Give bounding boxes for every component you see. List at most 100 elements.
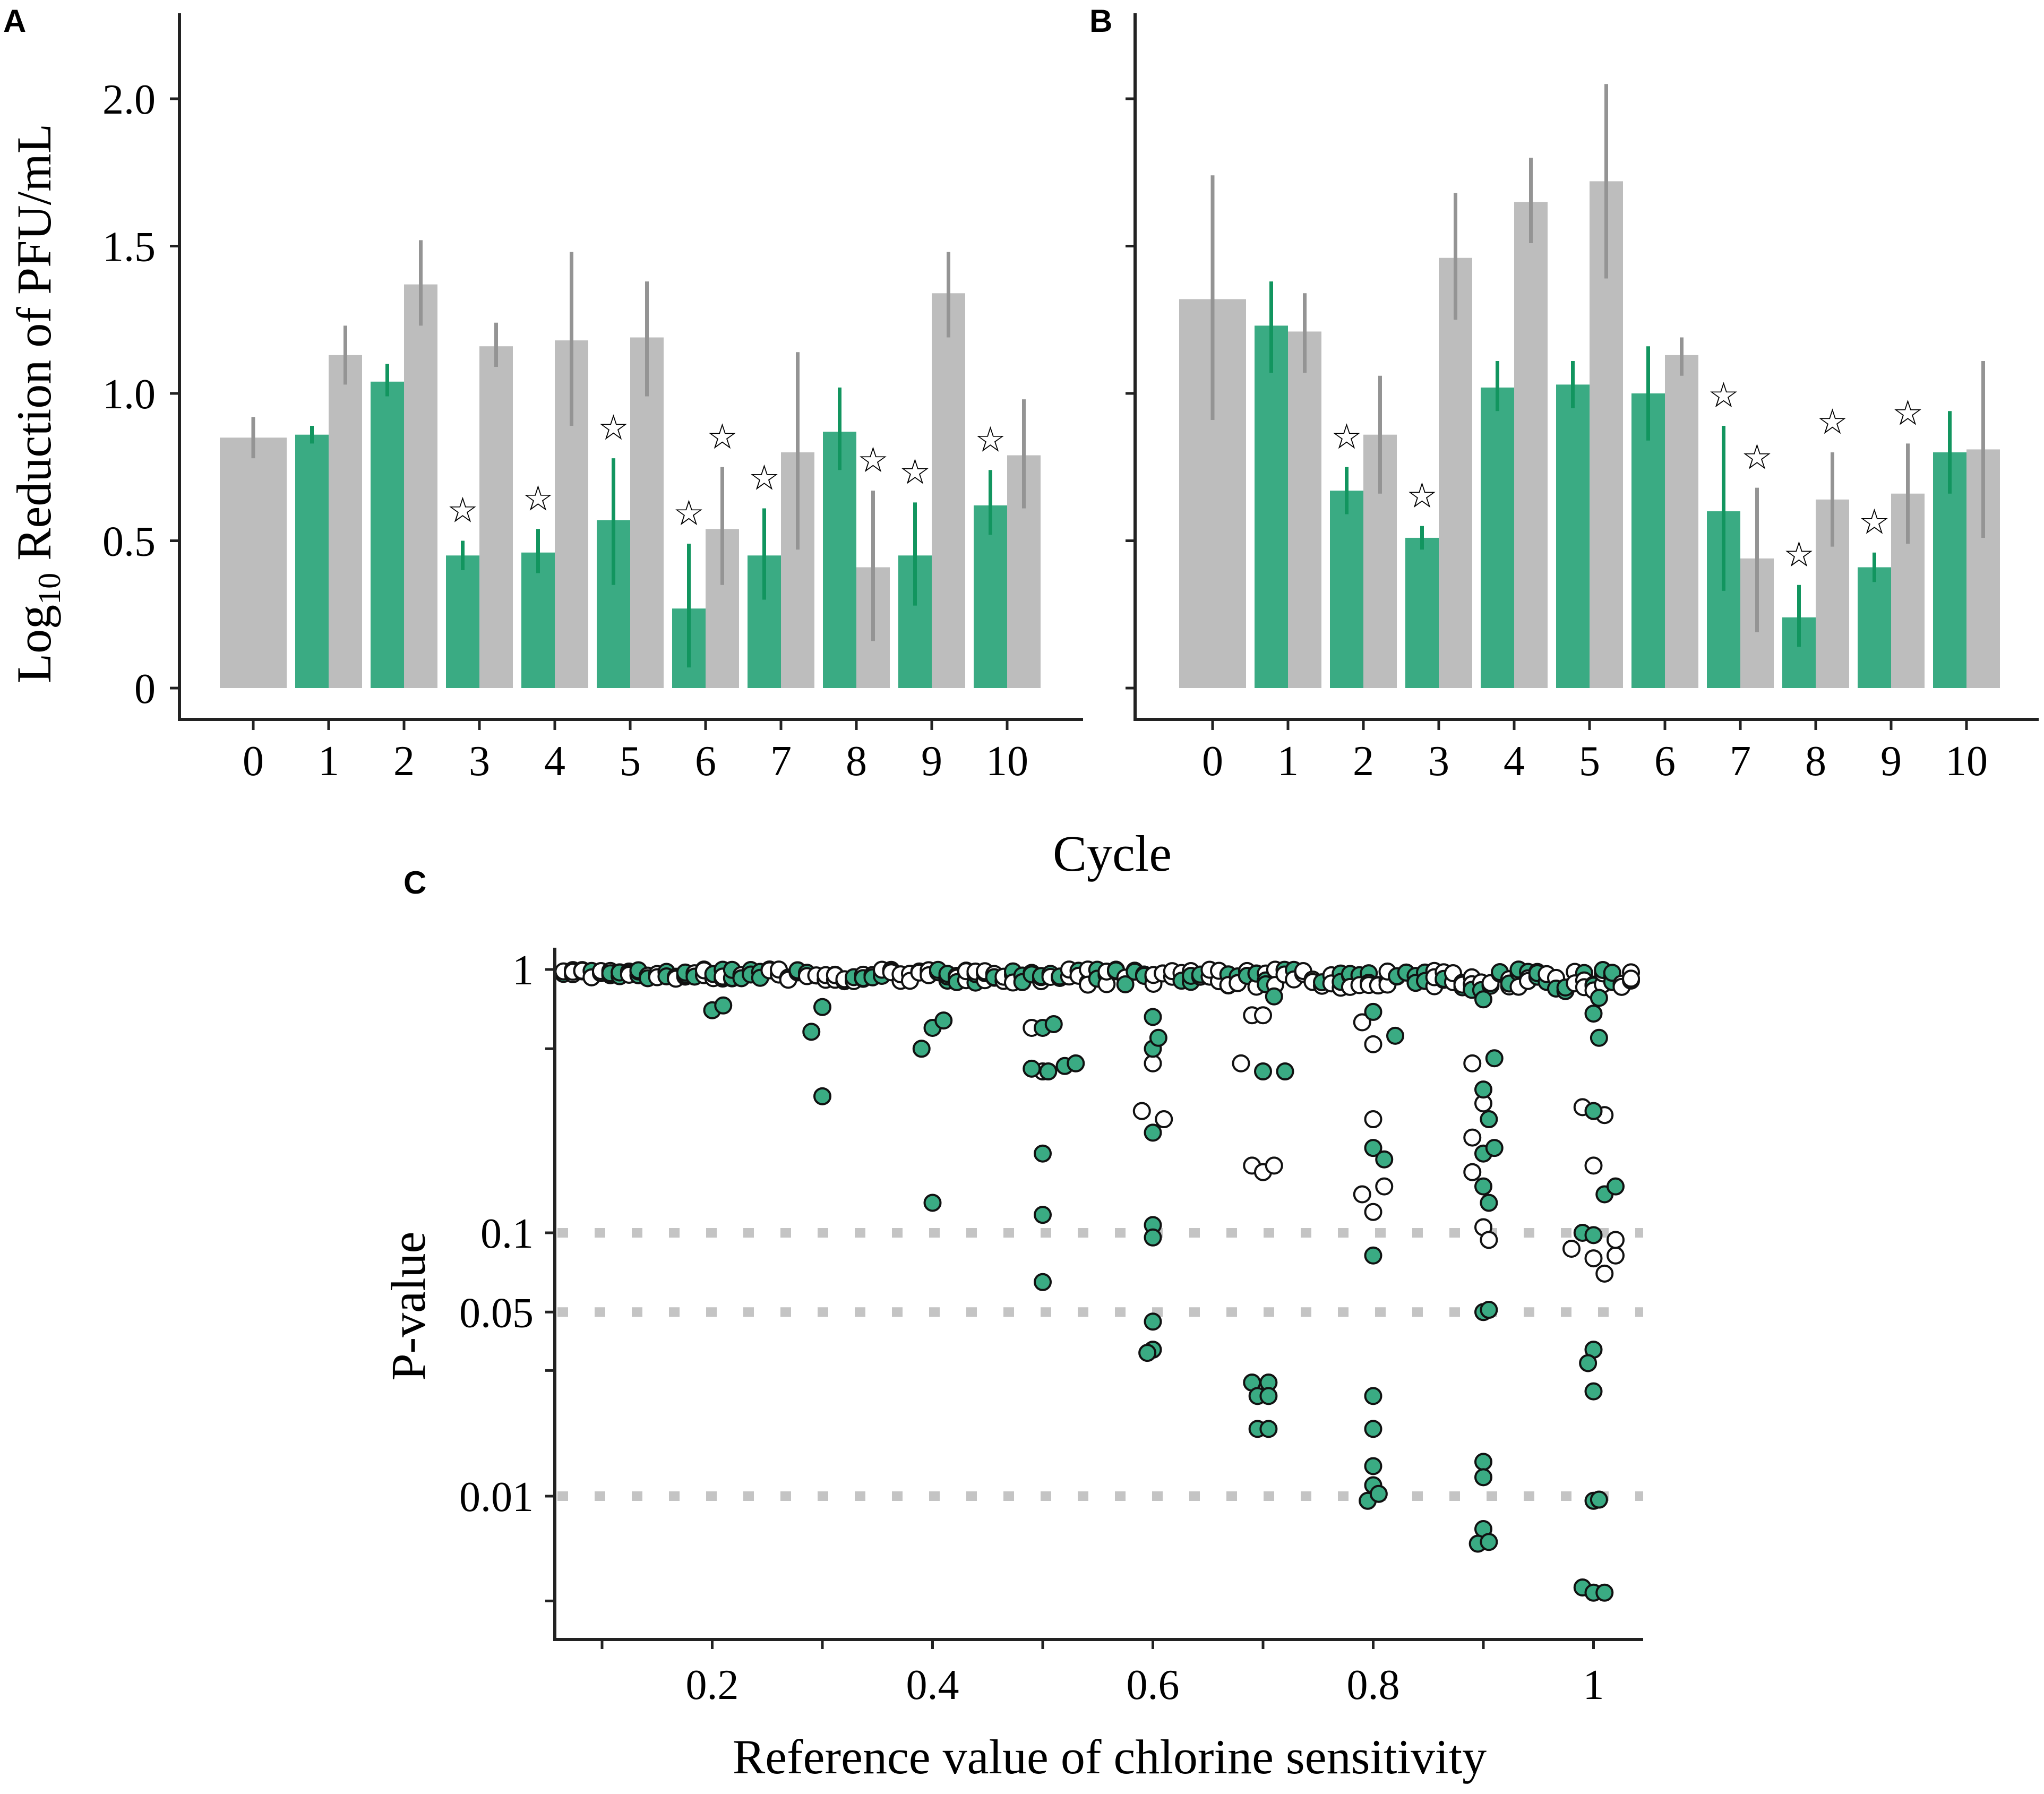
panel-label-b: B [1089, 3, 1112, 39]
c-xtick-label-4: 1 [1583, 1662, 1604, 1709]
point-white [1562, 1239, 1581, 1258]
c-xtick-label-3: 0.8 [1347, 1662, 1400, 1709]
b-xtick-label-5: 5 [1579, 738, 1600, 785]
point-white [1364, 1110, 1382, 1129]
point-green [1485, 1139, 1504, 1157]
point-green [1034, 1144, 1052, 1163]
b-xtick-label-1: 1 [1277, 738, 1299, 785]
a-star-green-5: ☆ [598, 408, 629, 447]
a-bar-gray-9 [932, 293, 965, 688]
a-xtick-label-10: 10 [986, 738, 1028, 785]
b-bar-gray-1 [1288, 331, 1321, 688]
a-star-green-9: ☆ [899, 452, 931, 491]
b-xtick-label-3: 3 [1428, 738, 1449, 785]
b-bar-green-4 [1481, 387, 1514, 688]
c-ytick-label-0: 1 [512, 947, 534, 994]
point-green [1144, 1312, 1162, 1331]
point-white [1353, 1013, 1371, 1032]
a-xtick-label-1: 1 [318, 738, 339, 785]
b-star-gray-7: ☆ [1741, 437, 1773, 477]
point-green [1584, 1102, 1603, 1120]
a-bar-green-3 [446, 555, 479, 688]
b-xtick-label-10: 10 [1945, 738, 1988, 785]
point-green [1474, 990, 1492, 1009]
point-white [1463, 1128, 1482, 1147]
point-green [1116, 975, 1135, 993]
panel-label-c: C [403, 865, 426, 900]
point-green [1369, 1484, 1388, 1503]
y-axis-label-a: Log10 Reduction of PFU/mL [7, 124, 67, 683]
b-xtick-label-8: 8 [1805, 738, 1826, 785]
a-bar-green-4 [521, 552, 555, 688]
point-white [1622, 969, 1641, 988]
a-bar-green-1 [295, 434, 329, 688]
b-star-gray-8: ☆ [1817, 402, 1848, 441]
point-green [1144, 1008, 1162, 1026]
b-bar-gray-0 [1179, 299, 1213, 688]
y-axis-label-c: P-value [381, 1231, 435, 1380]
point-white [1144, 1054, 1162, 1072]
point-green [934, 1011, 953, 1030]
point-green [1579, 1354, 1598, 1372]
point-green [1364, 1246, 1382, 1265]
b-xtick-label-6: 6 [1654, 738, 1676, 785]
axis-b [1133, 13, 2039, 721]
point-white [1463, 1054, 1482, 1072]
point-green [1386, 1026, 1404, 1045]
b-star-gray-9: ☆ [1892, 393, 1923, 432]
a-star-gray-6: ☆ [707, 417, 738, 456]
point-green [1375, 1150, 1394, 1169]
a-bar-gray-right-0 [253, 437, 287, 688]
a-bar-gray-2 [404, 284, 437, 688]
point-green [1265, 987, 1283, 1006]
point-white [1364, 1203, 1382, 1221]
c-xtick-label-2: 0.6 [1127, 1662, 1180, 1709]
point-green [1480, 1533, 1498, 1551]
point-green [802, 1023, 821, 1041]
b-bar-green-2 [1330, 491, 1363, 688]
a-xtick-label-5: 5 [620, 738, 641, 785]
point-green [1474, 1080, 1492, 1099]
c-ytick-label-1: 0.1 [480, 1211, 534, 1257]
point-green [923, 1194, 942, 1212]
b-bar-green-1 [1255, 325, 1288, 688]
a-ytick-label-1: 0.5 [102, 519, 156, 565]
a-ytick-label-3: 1.5 [102, 224, 156, 271]
point-white [1232, 1054, 1250, 1072]
a-star-gray-8: ☆ [857, 440, 889, 479]
b-xtick-label-0: 0 [1202, 738, 1223, 785]
a-xtick-label-6: 6 [695, 738, 716, 785]
b-bar-green-5 [1556, 384, 1590, 688]
point-green [1485, 1049, 1504, 1068]
a-ytick-label-2: 1.0 [102, 371, 156, 418]
point-green [1276, 1062, 1294, 1081]
a-star-green-6: ☆ [673, 493, 705, 533]
x-axis-label-cycle: Cycle [1053, 825, 1172, 882]
point-white [1480, 1231, 1498, 1249]
point-green [1067, 1054, 1085, 1072]
b-star-green-3: ☆ [1406, 476, 1438, 515]
a-bar-green-10 [974, 505, 1007, 688]
axis-c [553, 948, 1643, 1641]
point-green [813, 998, 831, 1016]
a-bar-green-8 [823, 432, 856, 688]
b-xtick-label-2: 2 [1353, 738, 1374, 785]
point-green [1595, 1583, 1614, 1602]
a-xtick-label-0: 0 [243, 738, 264, 785]
b-star-green-7: ☆ [1708, 375, 1739, 415]
point-green [1259, 1420, 1278, 1438]
b-bar-gray-3 [1439, 257, 1472, 688]
point-green [1607, 1177, 1625, 1196]
point-green [1364, 1457, 1382, 1475]
a-star-green-7: ☆ [749, 458, 780, 497]
b-xtick-label-7: 7 [1730, 738, 1751, 785]
point-white [1132, 1102, 1151, 1120]
panel-label-a: A [3, 3, 26, 39]
a-bar-green-2 [371, 381, 404, 688]
point-green [1023, 1059, 1041, 1078]
a-ytick-label-0: 0 [134, 666, 156, 713]
b-bar-gray-4 [1514, 202, 1548, 688]
point-green [1138, 1344, 1157, 1362]
point-green [1259, 1387, 1278, 1405]
